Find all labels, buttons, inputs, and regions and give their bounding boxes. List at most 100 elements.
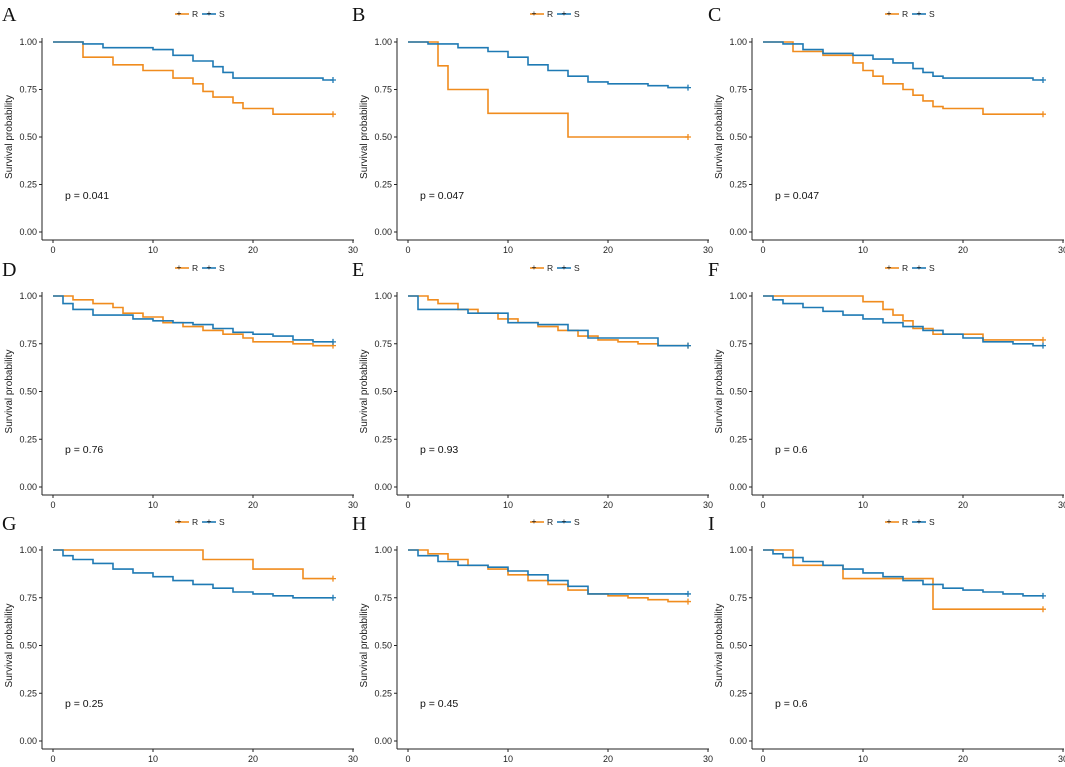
panel-a-censor-mark-s (330, 77, 336, 83)
panel-g-legend-s-marker: + (207, 516, 212, 526)
panel-c-censor-mark-r (1040, 111, 1046, 118)
panel-e-legend: + R + S (530, 262, 580, 273)
panel-h: H + R + S 0.00 0.25 0.50 0.75 1.00 0 10 20 30 Survival… (352, 513, 713, 764)
panel-d-curve-s (53, 295, 333, 343)
panel-d-letter: D (2, 259, 16, 281)
panel-i-y-tick-label: 0.00 (729, 736, 747, 746)
panel-b: B + R + S 0.00 0.25 0.50 0.75 1.00 0 10 20 30 Survival… (352, 4, 713, 255)
panel-e-p-value: p = 0.93 (420, 444, 458, 456)
panel-i-censor-mark-r (1040, 606, 1046, 613)
panel-g-y-tick-label: 0.25 (19, 688, 37, 698)
panel-f-y-axis-label: Survival probability (714, 350, 725, 434)
panel-c-y-axis-label: Survival probability (714, 95, 725, 179)
panel-h-y-tick-label: 1.00 (374, 545, 392, 555)
panel-f-censor-mark-s (1040, 342, 1046, 349)
panel-a-legend-s-marker: + (207, 8, 212, 18)
panel-a-y-tick-label: 0.50 (19, 132, 37, 142)
panel-b-y-tick-label: 0.00 (374, 227, 392, 237)
panel-h-y-tick-label: 0.75 (374, 593, 392, 603)
panel-i: I + R + S 0.00 0.25 0.50 0.75 1.00 0 10 20 30 Survival… (708, 513, 1065, 764)
panel-e-censor-mark-s (685, 342, 691, 349)
panel-e-legend-r-label: R (547, 263, 553, 273)
panel-i-y-axis-label: Survival probability (714, 604, 725, 688)
panel-a-y-tick-label: 1.00 (19, 37, 37, 47)
panel-c-x-tick-label: 10 (858, 245, 868, 255)
panel-g-y-tick-label: 0.50 (19, 641, 37, 651)
panel-g-x-tick-label: 10 (148, 754, 158, 762)
panel-g-legend: + R + S (175, 516, 225, 527)
panel-a-y-tick-label: 0.00 (19, 227, 37, 237)
panel-b-legend: + R + S (530, 8, 580, 19)
panel-e-y-axis-label: Survival probability (359, 350, 370, 434)
panel-e-x-tick-label: 0 (405, 500, 410, 510)
panel-f-legend-s-marker: + (917, 262, 922, 272)
panel-i-letter: I (708, 513, 715, 535)
panel-b-x-tick-label: 30 (703, 245, 713, 255)
panel-e-x-tick-label: 10 (503, 500, 513, 510)
panel-i-legend-r-label: R (902, 517, 908, 527)
panel-i-legend: + R + S (885, 516, 935, 527)
panel-d-y-tick-label: 1.00 (19, 291, 37, 301)
panel-b-x-tick-label: 10 (503, 245, 513, 255)
panel-h-curve-s (408, 549, 688, 595)
panel-f-x-tick-label: 30 (1058, 500, 1065, 510)
panel-a-p-value: p = 0.041 (65, 190, 109, 202)
panel-b-curve-r (408, 41, 688, 138)
panel-a-curve-s (53, 41, 333, 81)
panel-c-x-tick-label: 30 (1058, 245, 1065, 255)
panel-h-y-axis-label: Survival probability (359, 604, 370, 688)
panel-d-p-value: p = 0.76 (65, 444, 103, 456)
panel-b-legend-r-label: R (547, 9, 553, 19)
panel-f-curve-r (763, 295, 1043, 341)
panel-c-p-value: p = 0.047 (775, 190, 819, 202)
panel-a-y-tick-label: 0.75 (19, 85, 37, 95)
panel-h-y-tick-label: 0.50 (374, 641, 392, 651)
panel-i-legend-s-label: S (929, 517, 935, 527)
panel-c-y-tick-label: 1.00 (729, 37, 747, 47)
panel-c-legend-r-marker: + (887, 8, 892, 18)
panel-e-letter: E (352, 259, 364, 281)
panel-a-legend-r-marker: + (177, 8, 182, 18)
panel-c-legend: + R + S (885, 8, 935, 19)
panel-i-p-value: p = 0.6 (775, 698, 808, 710)
panel-d-x-tick-label: 20 (248, 500, 258, 510)
panel-f-y-tick-label: 0.00 (729, 482, 747, 492)
panel-h-p-value: p = 0.45 (420, 698, 458, 710)
panel-f-censor-mark-r (1040, 336, 1046, 343)
panel-a-legend: + R + S (175, 8, 225, 19)
panel-f-y-tick-label: 0.25 (729, 434, 747, 444)
panel-d-y-tick-label: 0.50 (19, 387, 37, 397)
panel-a-y-tick-label: 0.25 (19, 180, 37, 190)
panel-i-legend-r-marker: + (887, 516, 892, 526)
panel-d-legend: + R + S (175, 262, 225, 273)
panel-d-y-tick-label: 0.75 (19, 339, 37, 349)
panel-i-x-tick-label: 20 (958, 754, 968, 762)
panel-f-legend-s-label: S (929, 263, 935, 273)
panel-i-y-tick-label: 0.25 (729, 688, 747, 698)
panel-b-legend-s-label: S (574, 9, 580, 19)
panel-e-y-tick-label: 0.25 (374, 434, 392, 444)
panel-g-censor-mark-s (330, 594, 336, 601)
panel-a-legend-s-label: S (219, 9, 225, 19)
panel-g-x-tick-label: 0 (50, 754, 55, 762)
panel-h-censor-mark-s (685, 590, 691, 597)
panel-f-y-tick-label: 0.75 (729, 339, 747, 349)
panel-d-y-axis-label: Survival probability (4, 350, 15, 434)
panel-i-x-tick-label: 30 (1058, 754, 1065, 762)
panel-h-x-tick-label: 30 (703, 754, 713, 762)
panel-d-x-tick-label: 0 (50, 500, 55, 510)
panel-g-curve-s (53, 549, 333, 599)
panel-i-curve-r (763, 549, 1043, 610)
panel-b-censor-mark-s (685, 84, 691, 91)
panel-c-letter: C (708, 4, 721, 26)
panel-g-y-tick-label: 0.75 (19, 593, 37, 603)
panel-e-y-tick-label: 0.00 (374, 482, 392, 492)
panel-a-x-tick-label: 20 (248, 245, 258, 255)
panel-e-y-tick-label: 1.00 (374, 291, 392, 301)
panel-c-censor-mark-s (1040, 77, 1046, 83)
panel-b-y-tick-label: 0.75 (374, 85, 392, 95)
panel-f-curve-s (763, 295, 1043, 347)
panel-b-y-tick-label: 1.00 (374, 37, 392, 47)
panel-h-x-tick-label: 10 (503, 754, 513, 762)
